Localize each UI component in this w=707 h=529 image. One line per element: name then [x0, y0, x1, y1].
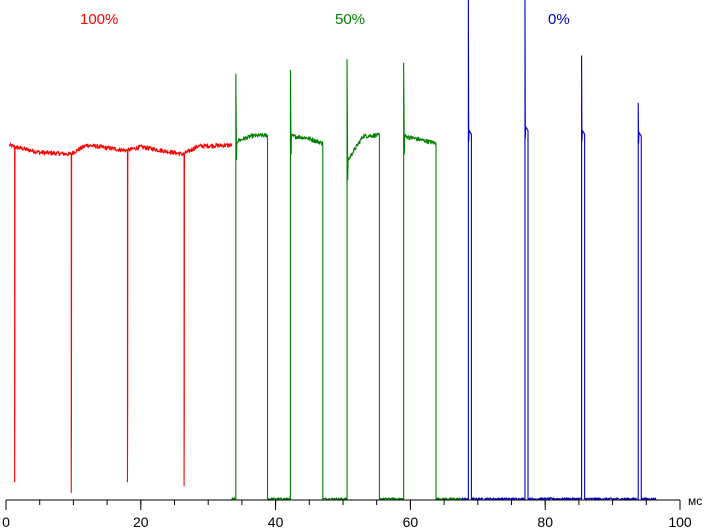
series-traces — [8, 0, 657, 501]
x-unit-label: мс — [688, 494, 702, 508]
x-tick-label: 40 — [268, 514, 284, 529]
x-minor-ticks — [5, 500, 681, 505]
series-100-trace — [8, 142, 233, 494]
series-labels: 100% 50% 0% — [80, 11, 570, 28]
series-50-trace — [231, 59, 462, 501]
series-label-1: 50% — [335, 11, 365, 28]
x-major-ticks — [5, 500, 681, 510]
x-tick-label: 20 — [133, 514, 149, 529]
series-label-0: 100% — [80, 11, 118, 28]
x-tick-labels: 0 20 40 60 80 100 — [2, 514, 692, 529]
x-tick-label: 0 — [2, 514, 10, 529]
x-tick-label: 60 — [403, 514, 419, 529]
series-label-2: 0% — [548, 11, 570, 28]
series-0-trace — [460, 0, 657, 501]
x-tick-label: 100 — [668, 514, 692, 529]
x-tick-label: 80 — [537, 514, 553, 529]
x-axis: 0 20 40 60 80 100 мс — [2, 494, 702, 529]
